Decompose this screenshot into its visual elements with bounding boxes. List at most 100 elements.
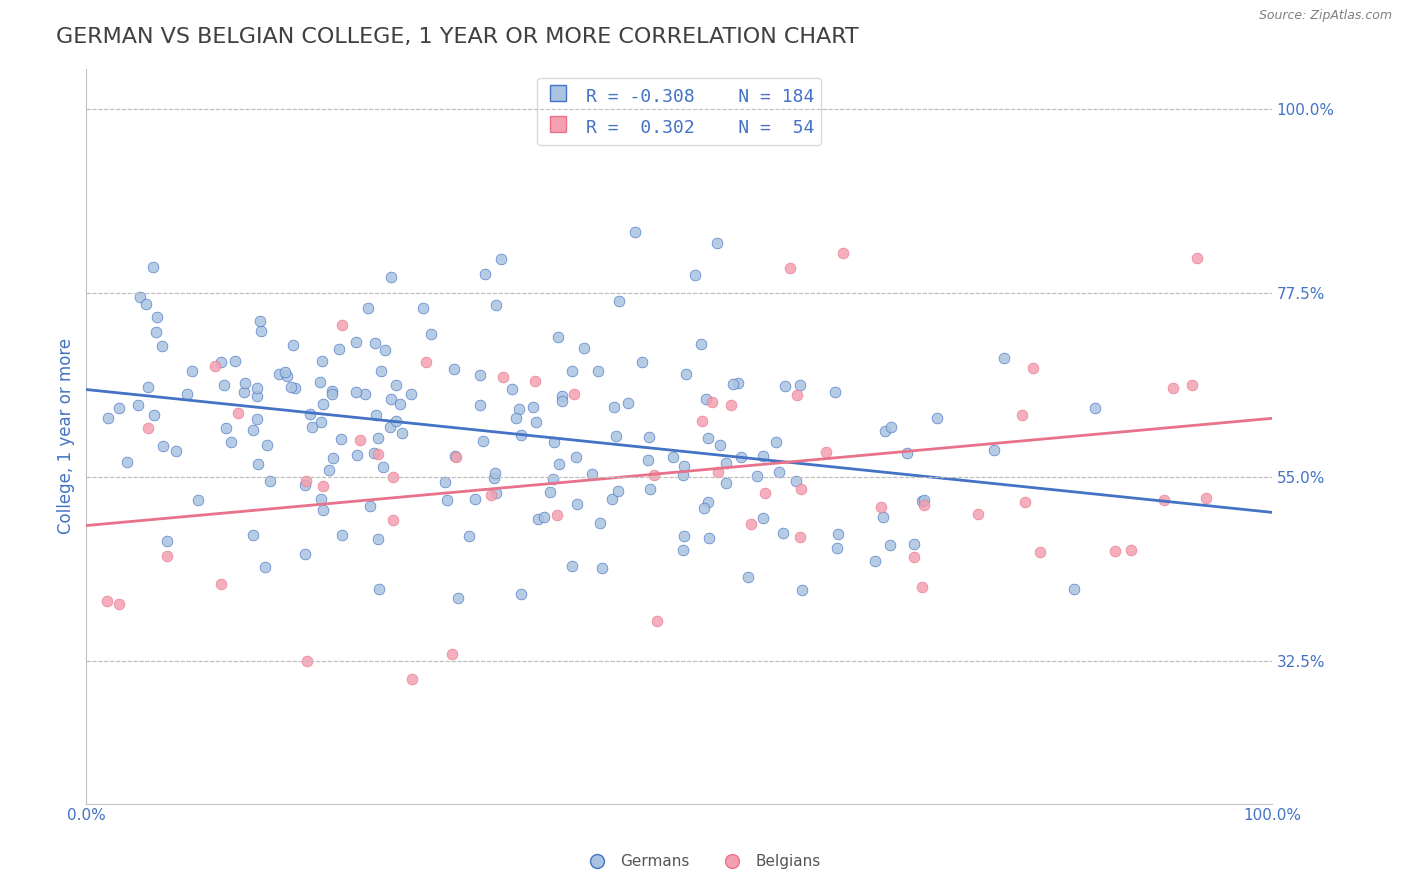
- Germans: [522, 400, 544, 414]
- Germans: [470, 368, 492, 382]
- Germans: [209, 355, 232, 369]
- Germans: [344, 335, 367, 350]
- Germans: [219, 434, 242, 449]
- Germans: [246, 412, 269, 426]
- Germans: [380, 392, 402, 406]
- Germans: [363, 336, 385, 351]
- Germans: [246, 457, 269, 471]
- Germans: [631, 355, 654, 369]
- Belgians: [1011, 408, 1033, 422]
- Germans: [267, 367, 290, 381]
- Germans: [661, 450, 683, 464]
- Germans: [508, 402, 530, 417]
- Belgians: [440, 647, 463, 661]
- Belgians: [903, 549, 925, 564]
- Germans: [215, 421, 238, 435]
- Y-axis label: College, 1 year or more: College, 1 year or more: [58, 338, 75, 534]
- Germans: [785, 474, 807, 488]
- Germans: [638, 482, 661, 496]
- Germans: [312, 396, 335, 410]
- Germans: [357, 301, 380, 316]
- Belgians: [1161, 381, 1184, 395]
- Belgians: [367, 447, 389, 461]
- Belgians: [1153, 492, 1175, 507]
- Germans: [322, 451, 344, 466]
- Germans: [586, 364, 609, 378]
- Germans: [366, 408, 388, 422]
- Belgians: [740, 516, 762, 531]
- Germans: [637, 453, 659, 467]
- Germans: [485, 486, 508, 500]
- Belgians: [204, 359, 226, 374]
- Germans: [165, 443, 187, 458]
- Germans: [346, 448, 368, 462]
- Germans: [150, 338, 173, 352]
- Germans: [242, 423, 264, 437]
- Germans: [187, 493, 209, 508]
- Germans: [606, 484, 628, 499]
- Germans: [107, 401, 129, 416]
- Belgians: [966, 507, 988, 521]
- Germans: [176, 386, 198, 401]
- Germans: [294, 478, 316, 492]
- Germans: [773, 379, 796, 393]
- Belgians: [228, 406, 250, 420]
- Belgians: [209, 577, 232, 591]
- Germans: [385, 414, 408, 428]
- Germans: [730, 450, 752, 465]
- Germans: [484, 466, 506, 480]
- Germans: [374, 343, 396, 358]
- Germans: [716, 475, 738, 490]
- Germans: [565, 497, 588, 511]
- Germans: [551, 388, 574, 402]
- Belgians: [96, 594, 118, 608]
- Germans: [501, 382, 523, 396]
- Germans: [443, 362, 465, 376]
- Germans: [706, 235, 728, 250]
- Belgians: [295, 475, 318, 489]
- Germans: [412, 301, 434, 316]
- Belgians: [831, 245, 853, 260]
- Germans: [697, 531, 720, 545]
- Germans: [505, 410, 527, 425]
- Belgians: [870, 500, 893, 514]
- Belgians: [1022, 361, 1045, 376]
- Germans: [458, 529, 481, 543]
- Germans: [470, 398, 492, 412]
- Germans: [136, 379, 159, 393]
- Germans: [600, 492, 623, 507]
- Germans: [447, 591, 470, 606]
- Legend: Germans, Belgians: Germans, Belgians: [579, 848, 827, 875]
- Germans: [527, 512, 550, 526]
- Germans: [135, 297, 157, 311]
- Germans: [284, 381, 307, 395]
- Germans: [789, 378, 811, 392]
- Germans: [436, 493, 458, 508]
- Germans: [721, 376, 744, 391]
- Germans: [697, 431, 720, 445]
- Germans: [273, 366, 295, 380]
- Belgians: [690, 414, 713, 428]
- Germans: [827, 527, 849, 541]
- Germans: [672, 529, 695, 543]
- Germans: [607, 294, 630, 309]
- Germans: [672, 468, 695, 483]
- Belgians: [546, 508, 568, 522]
- Belgians: [382, 469, 405, 483]
- Germans: [212, 378, 235, 392]
- Germans: [378, 419, 401, 434]
- Belgians: [720, 398, 742, 412]
- Germans: [765, 434, 787, 449]
- Germans: [97, 411, 120, 425]
- Germans: [695, 392, 717, 407]
- Germans: [637, 430, 659, 444]
- Germans: [399, 387, 422, 401]
- Germans: [142, 260, 165, 274]
- Germans: [127, 398, 149, 412]
- Germans: [709, 438, 731, 452]
- Germans: [242, 528, 264, 542]
- Germans: [321, 387, 343, 401]
- Germans: [716, 456, 738, 470]
- Belgians: [779, 260, 801, 275]
- Germans: [911, 494, 934, 508]
